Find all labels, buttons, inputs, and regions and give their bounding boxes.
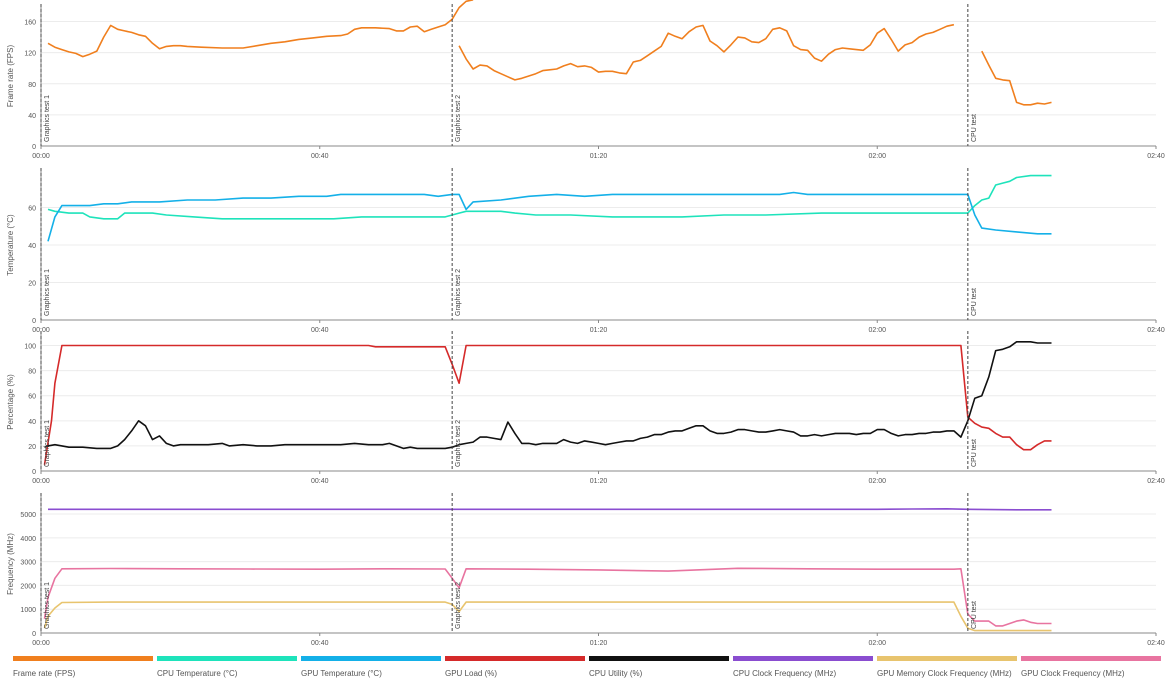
legend: Frame rate (FPS) CPU Temperature (°C) GPU … (0, 656, 1170, 689)
legend-label: CPU Utility (%) (589, 669, 643, 678)
series-line (47, 191, 1052, 242)
legend-swatch (301, 656, 441, 661)
legend-label: GPU Load (%) (445, 669, 498, 678)
y-tick-label: 0 (32, 631, 36, 638)
x-tick-label: 00:40 (311, 640, 329, 647)
y-axis-label: Frame rate (FPS) (6, 45, 15, 108)
legend-item: CPU Utility (%) (589, 656, 729, 678)
series-line (458, 23, 955, 81)
test-marker-label: Graphics test 1 (44, 582, 51, 629)
legend-label: GPU Memory Clock Frequency (MHz) (877, 669, 1012, 678)
legend-label: GPU Clock Frequency (MHz) (1021, 669, 1125, 678)
x-tick-label: 02:40 (1147, 327, 1165, 334)
chart-panel-1: 0 40 80 120 160 00:00 00:40 01:20 02:00 02:40 Fram… (6, 0, 1165, 160)
test-marker-label: Graphics test 1 (44, 420, 51, 467)
y-tick-label: 80 (28, 369, 36, 376)
legend-label: CPU Temperature (°C) (157, 669, 238, 678)
chart-panel-2: 0 20 40 60 00:00 00:40 01:20 02:00 02:40 Temperat… (6, 168, 1165, 334)
legend-item: GPU Load (%) (445, 656, 585, 678)
y-tick-label: 40 (28, 243, 36, 250)
y-axis-label: Percentage (%) (6, 374, 15, 430)
test-marker-label: CPU test (971, 601, 978, 629)
test-marker-label: Graphics test 2 (455, 95, 462, 142)
y-tick-label: 100 (24, 344, 36, 351)
x-tick-label: 01:20 (590, 153, 608, 160)
x-tick-label: 00:00 (32, 478, 50, 485)
x-tick-label: 00:40 (311, 478, 329, 485)
series-line (47, 0, 474, 58)
x-tick-label: 02:40 (1147, 153, 1165, 160)
legend-swatch (589, 656, 729, 661)
test-marker-label: Graphics test 2 (455, 582, 462, 629)
series-line (47, 174, 1052, 220)
x-tick-label: 01:20 (590, 327, 608, 334)
legend-swatch (1021, 656, 1161, 661)
y-tick-label: 1000 (20, 607, 36, 614)
legend-label: CPU Clock Frequency (MHz) (733, 669, 837, 678)
test-marker-label: CPU test (971, 114, 978, 142)
test-marker-label: CPU test (971, 288, 978, 316)
legend-item: GPU Clock Frequency (MHz) (1021, 656, 1161, 678)
legend-swatch (445, 656, 585, 661)
series-line (43, 344, 1052, 465)
y-tick-label: 3000 (20, 560, 36, 567)
x-tick-label: 00:40 (311, 327, 329, 334)
chart-panel-3: 0 20 40 60 80 100 00:00 00:40 01:20 02:00 02:40 Per… (6, 331, 1165, 485)
x-tick-label: 02:40 (1147, 640, 1165, 647)
y-tick-label: 160 (24, 20, 36, 27)
x-tick-label: 02:00 (868, 478, 886, 485)
x-tick-label: 02:00 (868, 640, 886, 647)
y-axis-label: Temperature (°C) (6, 214, 15, 276)
legend-label: GPU Temperature (°C) (301, 669, 382, 678)
x-tick-label: 00:00 (32, 327, 50, 334)
series-line (43, 567, 1052, 627)
series-line (44, 341, 1052, 450)
legend-label: Frame rate (FPS) (13, 669, 76, 678)
x-tick-label: 02:00 (868, 153, 886, 160)
y-tick-label: 0 (32, 318, 36, 325)
legend-swatch (13, 656, 153, 661)
test-marker-label: CPU test (971, 439, 978, 467)
y-tick-label: 60 (28, 206, 36, 213)
y-tick-label: 5000 (20, 512, 36, 519)
legend-item: CPU Temperature (°C) (157, 656, 297, 678)
y-tick-label: 80 (28, 82, 36, 89)
y-tick-label: 2000 (20, 583, 36, 590)
series-line (981, 50, 1052, 106)
x-tick-label: 02:40 (1147, 478, 1165, 485)
test-marker-label: Graphics test 2 (455, 420, 462, 467)
legend-item: GPU Memory Clock Frequency (MHz) (877, 656, 1017, 678)
legend-swatch (877, 656, 1017, 661)
legend-item: CPU Clock Frequency (MHz) (733, 656, 873, 678)
x-tick-label: 02:00 (868, 327, 886, 334)
x-tick-label: 00:00 (32, 153, 50, 160)
test-marker-label: Graphics test 2 (455, 269, 462, 316)
y-tick-label: 0 (32, 469, 36, 476)
chart-panel-4: 0 1000 2000 3000 4000 5000 00:00 00:40 01:20 02:0… (6, 493, 1165, 647)
y-tick-label: 20 (28, 281, 36, 288)
legend-item: GPU Temperature (°C) (301, 656, 441, 678)
test-marker-label: Graphics test 1 (44, 269, 51, 316)
x-tick-label: 00:40 (311, 153, 329, 160)
y-tick-label: 0 (32, 144, 36, 151)
y-tick-label: 4000 (20, 536, 36, 543)
y-tick-label: 120 (24, 51, 36, 58)
x-tick-label: 00:00 (32, 640, 50, 647)
series-line (43, 601, 1052, 632)
y-tick-label: 40 (28, 419, 36, 426)
series-line (48, 508, 1052, 511)
y-tick-label: 20 (28, 444, 36, 451)
y-axis-label: Frequency (MHz) (6, 533, 15, 595)
legend-swatch (157, 656, 297, 661)
y-tick-label: 60 (28, 394, 36, 401)
y-tick-label: 40 (28, 113, 36, 120)
test-marker-label: Graphics test 1 (44, 95, 51, 142)
x-tick-label: 01:20 (590, 478, 608, 485)
legend-item: Frame rate (FPS) (13, 656, 153, 678)
x-tick-label: 01:20 (590, 640, 608, 647)
legend-swatch (733, 656, 873, 661)
